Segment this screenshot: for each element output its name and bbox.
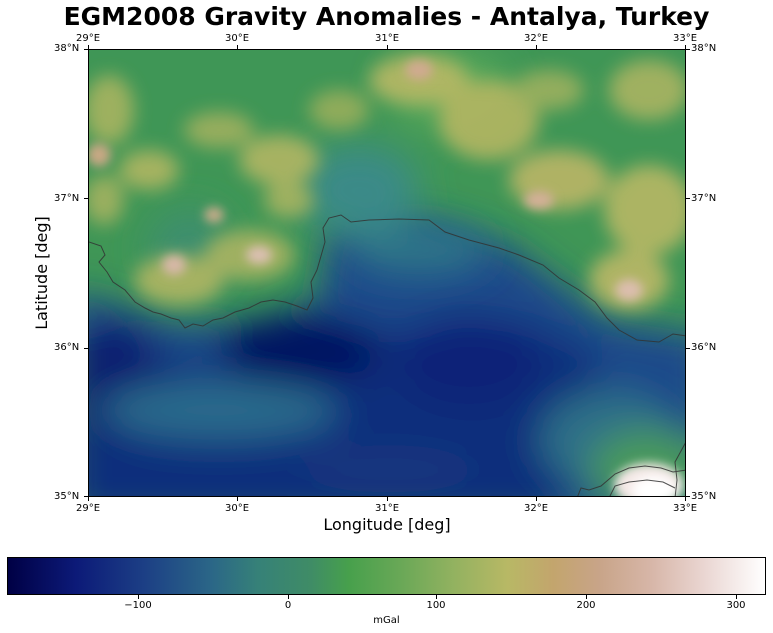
x-tickmark (685, 497, 686, 501)
y-tickmark (84, 49, 88, 50)
gravity-field-svg (89, 50, 685, 496)
colorbar-tickmark (436, 595, 437, 599)
lon-tick-label: 31°E (374, 503, 400, 514)
lon-tick-label-top: 29°E (75, 33, 101, 44)
y-axis-label: Latitude [deg] (32, 216, 51, 330)
colorbar-tickmark (288, 595, 289, 599)
gravity-peaks (89, 60, 684, 496)
lon-tick-label: 33°E (672, 503, 698, 514)
colorbar-tickmark (586, 595, 587, 599)
lat-tick-label: 38°N (54, 43, 80, 54)
colorbar-tick-label: 200 (576, 600, 596, 611)
y-tickmark-right (686, 496, 690, 497)
lat-tick-label: 35°N (54, 491, 80, 502)
colorbar-label: mGal (373, 615, 400, 626)
lat-tick-label-right: 36°N (691, 342, 717, 353)
x-axis-label: Longitude [deg] (323, 515, 451, 534)
colorbar-tickmark (736, 595, 737, 599)
coastline (89, 214, 685, 496)
lat-tick-label: 37°N (54, 193, 80, 204)
map-title: EGM2008 Gravity Anomalies - Antalya, Tur… (63, 2, 710, 31)
lon-tick-label: 32°E (523, 503, 549, 514)
colorbar-tickmark (138, 595, 139, 599)
y-tickmark (84, 348, 88, 349)
x-tickmark (237, 497, 238, 501)
colorbar (7, 557, 766, 595)
cyprus-coastline (577, 465, 685, 496)
x-tickmark-top (536, 45, 537, 49)
cyprus-east-coastline (674, 442, 685, 496)
anatolian-coastline (89, 214, 685, 343)
y-tickmark (84, 198, 88, 199)
y-tickmark-right (686, 198, 690, 199)
lon-tick-label-top: 33°E (672, 33, 698, 44)
gravity-map (88, 49, 686, 497)
lon-tick-label-top: 31°E (374, 33, 400, 44)
lat-tick-label-right: 38°N (691, 43, 717, 54)
highland-ridges (89, 55, 685, 310)
x-tickmark-top (387, 45, 388, 49)
x-tickmark-top (237, 45, 238, 49)
lat-tick-label-right: 37°N (691, 193, 717, 204)
x-tickmark-top (88, 45, 89, 49)
y-tickmark (84, 496, 88, 497)
lon-tick-label-top: 30°E (224, 33, 250, 44)
lon-tick-label-top: 32°E (523, 33, 549, 44)
colorbar-tick-label: 0 (284, 600, 292, 611)
colorbar-tick-label: −100 (124, 600, 152, 611)
sea-region (89, 220, 685, 496)
x-tickmark-top (685, 45, 686, 49)
x-tickmark (536, 497, 537, 501)
lon-tick-label: 29°E (75, 503, 101, 514)
cyprus-inner-coastline (609, 479, 676, 496)
lat-tick-label: 36°N (54, 342, 80, 353)
y-tickmark-right (686, 49, 690, 50)
x-tickmark (88, 497, 89, 501)
colorbar-tick-label: 100 (426, 600, 446, 611)
lon-tick-label: 30°E (224, 503, 250, 514)
x-tickmark (387, 497, 388, 501)
colorbar-tick-label: 300 (726, 600, 746, 611)
y-tickmark-right (686, 348, 690, 349)
lat-tick-label-right: 35°N (691, 491, 717, 502)
